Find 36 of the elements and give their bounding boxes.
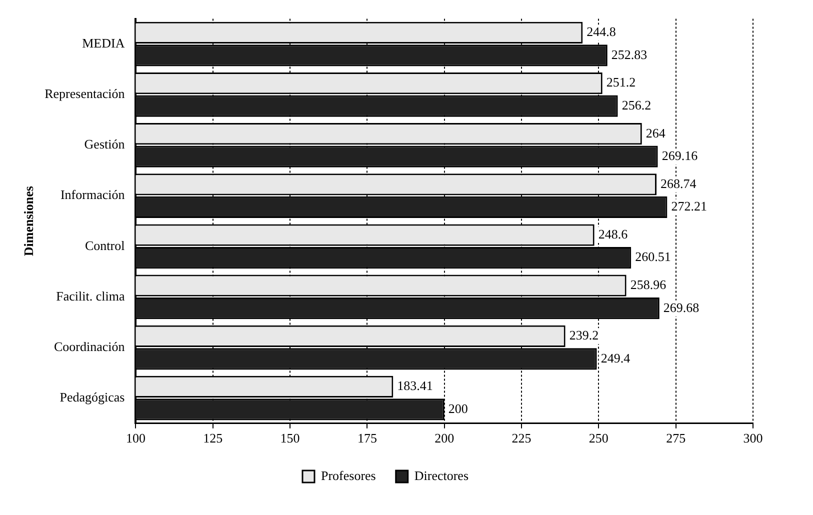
legend-label: Directores [414,468,469,483]
y-tick-label: Gestión [84,136,126,152]
data-label: 252.83 [611,46,648,62]
x-tick-label: 175 [357,430,377,446]
data-label: 260.51 [635,249,671,264]
x-tick-label: 275 [666,430,686,446]
data-label: 269.16 [662,148,698,164]
data-label: 249.4 [600,350,631,366]
data-label: 239.2 [569,328,599,343]
data-label: 258.96 [630,277,667,292]
y-tick-label: Información [60,187,126,202]
y-tick-label: Representación [44,86,126,102]
x-tick-label: 150 [280,430,300,446]
y-axis-title: Dimensiones [21,186,36,256]
legend-label: Profesores [320,468,376,483]
x-tick-label: 225 [512,430,532,446]
x-tick-label: 250 [588,430,608,446]
x-tick-label: 125 [203,430,223,446]
data-label: 244.8 [586,24,616,40]
data-label: 269.68 [663,300,700,315]
x-tick-label: 100 [126,430,146,446]
data-label: 248.6 [598,226,628,242]
x-tick-label: 300 [743,430,763,446]
data-label: 272.21 [671,198,707,214]
y-tick-label: Facilit. clima [56,288,125,304]
y-tick-label: MEDIA [82,36,126,51]
data-label: 256.2 [622,97,652,112]
y-tick-label: Pedagógicas [60,390,125,405]
data-label: 183.41 [397,378,433,394]
data-label: 268.74 [660,176,697,191]
x-tick-label: 200 [434,430,454,446]
y-tick-label: Coordinación [54,338,126,354]
data-label: 200 [448,400,468,416]
y-tick-label: Control [85,238,126,253]
data-label: 251.2 [606,74,636,90]
data-label: 264 [646,125,666,140]
